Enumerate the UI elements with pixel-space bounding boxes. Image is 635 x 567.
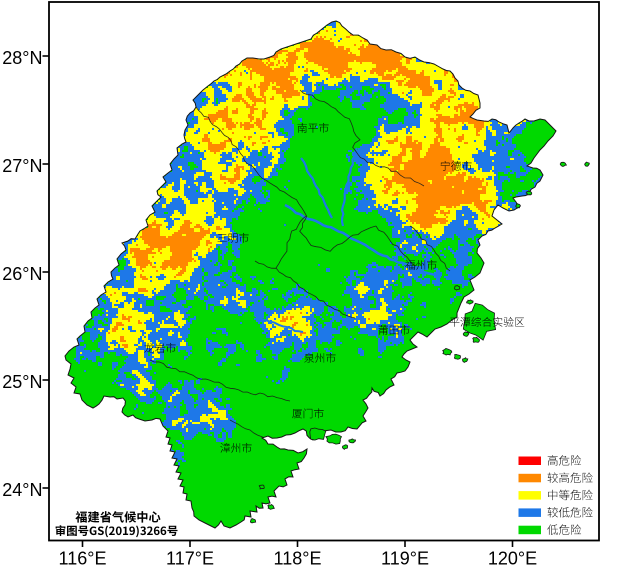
svg-text:25°N: 25°N	[2, 372, 42, 392]
svg-text:117°E: 117°E	[166, 549, 214, 567]
svg-text:26°N: 26°N	[2, 264, 42, 284]
svg-text:28°N: 28°N	[2, 48, 42, 68]
svg-text:24°N: 24°N	[2, 480, 42, 500]
svg-text:119°E: 119°E	[381, 549, 429, 567]
svg-text:27°N: 27°N	[2, 156, 42, 176]
svg-text:120°E: 120°E	[488, 549, 537, 567]
svg-text:116°E: 116°E	[59, 549, 107, 567]
svg-text:118°E: 118°E	[274, 549, 322, 567]
